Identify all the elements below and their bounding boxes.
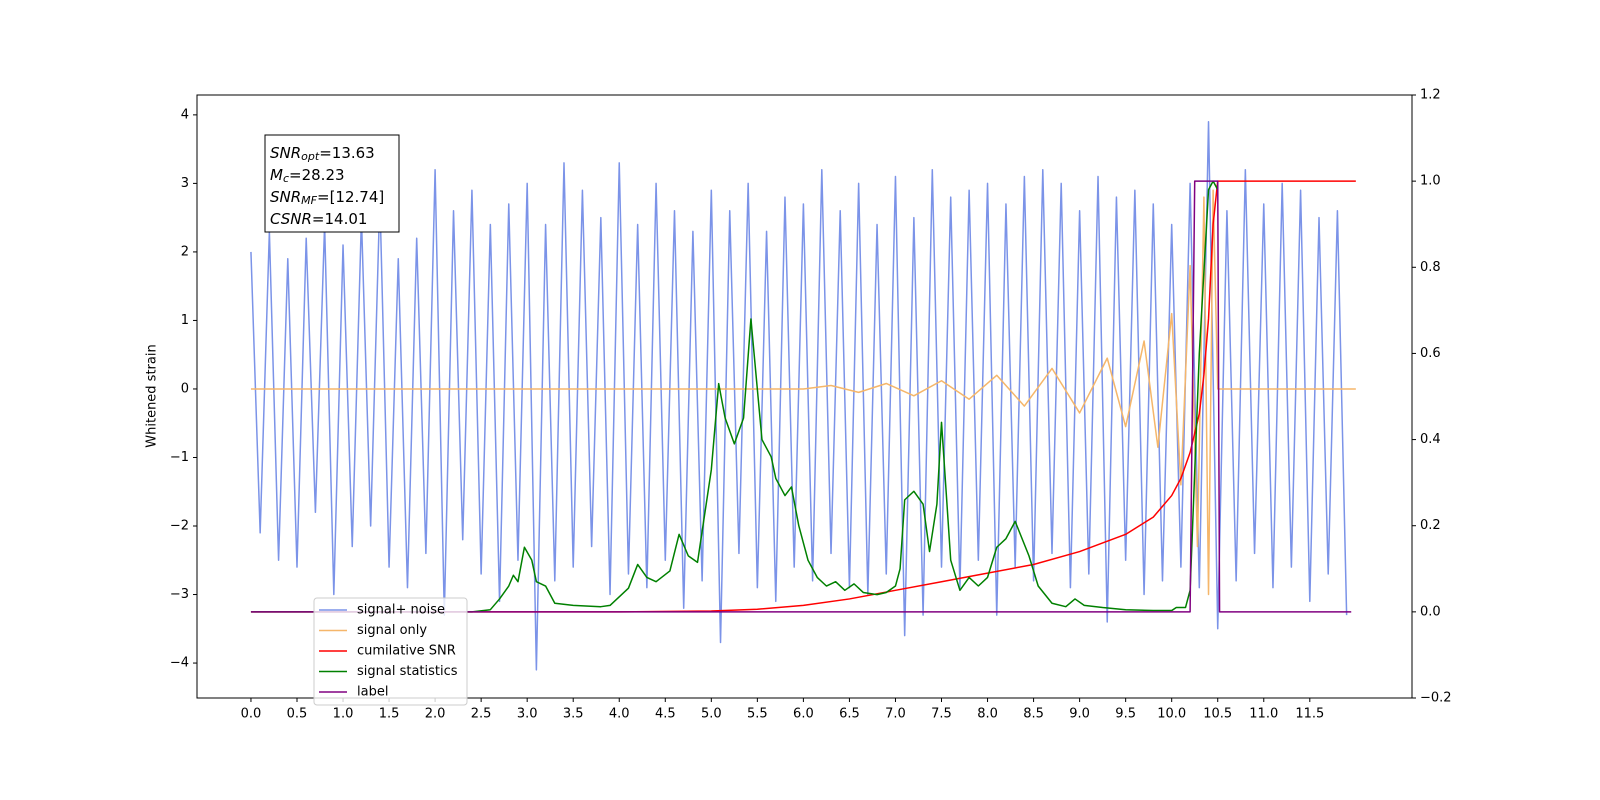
series-line — [250, 180, 1352, 613]
annotation-value: =13.63 — [319, 144, 375, 162]
x-tick-label: 8.5 — [1023, 707, 1044, 722]
legend-label: label — [357, 685, 388, 700]
y2-tick-label: 0.8 — [1420, 260, 1441, 275]
y2-tick-label: 0.0 — [1420, 604, 1441, 619]
annotation-subscript: opt — [301, 150, 320, 163]
x-tick-label: 2.0 — [425, 707, 446, 722]
x-tick-label: 1.5 — [379, 707, 400, 722]
y2-tick-label: 1.2 — [1420, 88, 1441, 103]
x-tick-label: 4.5 — [655, 707, 676, 722]
y2-tick-label: 0.2 — [1420, 518, 1441, 533]
x-tick-label: 0.5 — [287, 707, 308, 722]
x-tick-label: 4.0 — [609, 707, 630, 722]
y-tick-label: −1 — [170, 450, 189, 465]
y-tick-label: 1 — [181, 313, 189, 328]
series-line — [250, 180, 1356, 613]
x-tick-label: 7.0 — [885, 707, 906, 722]
x-tick-label: 9.0 — [1069, 707, 1090, 722]
y2-tick-label: −0.2 — [1420, 691, 1452, 706]
annotation-box — [264, 134, 400, 233]
annotation-line: SNRMF=[12.74] — [270, 188, 384, 208]
x-tick-label: 3.5 — [563, 707, 584, 722]
annotation-value: =[12.74] — [317, 188, 384, 206]
y-tick-label: −4 — [170, 656, 189, 671]
x-tick-label: 11.5 — [1295, 707, 1324, 722]
y2-tick-label: 1.0 — [1420, 174, 1441, 189]
x-tick-label: 2.5 — [471, 707, 492, 722]
x-tick-label: 6.0 — [793, 707, 814, 722]
legend-label: signal only — [357, 623, 427, 638]
x-tick-label: 6.5 — [839, 707, 860, 722]
annotation-line: SNRopt=13.63 — [270, 144, 375, 164]
y-tick-label: 0 — [181, 381, 189, 396]
y-tick-label: 3 — [181, 176, 189, 191]
x-tick-label: 1.0 — [333, 707, 354, 722]
annotation-subscript: c — [283, 172, 289, 185]
annotation-line: Mc=28.23 — [270, 166, 345, 186]
legend: signal+ noise signal only cumilative SNR si… — [313, 597, 468, 706]
y-axis-label: Whitened strain — [145, 344, 160, 447]
annotation-value: =14.01 — [312, 210, 368, 228]
annotation-line: CSNR=14.01 — [270, 210, 367, 228]
x-tick-label: 7.5 — [931, 707, 952, 722]
x-tick-label: 8.0 — [977, 707, 998, 722]
x-tick-label: 10.0 — [1157, 707, 1186, 722]
plot-frame — [196, 94, 1413, 699]
y-tick-label: 4 — [181, 107, 189, 122]
x-tick-label: 0.0 — [241, 707, 262, 722]
x-tick-label: 5.0 — [701, 707, 722, 722]
annotation-symbol: SNR — [270, 188, 301, 206]
legend-label: signal+ noise — [357, 603, 445, 618]
annotation-symbol: SNR — [270, 144, 301, 162]
annotation-symbol: M — [270, 166, 283, 184]
series-line — [250, 180, 1219, 613]
annotation-value: =28.23 — [289, 166, 345, 184]
annotation-subscript: MF — [301, 194, 317, 207]
y2-tick-label: 0.6 — [1420, 346, 1441, 361]
legend-box — [313, 597, 468, 706]
annotation: SNRopt=13.63Mc=28.23SNRMF=[12.74]CSNR=14… — [264, 134, 400, 233]
y2-tick-label: 0.4 — [1420, 432, 1441, 447]
legend-label: signal statistics — [357, 664, 458, 679]
x-tick-label: 11.0 — [1249, 707, 1278, 722]
x-tick-label: 3.0 — [517, 707, 538, 722]
y-tick-label: 2 — [181, 244, 189, 259]
x-tick-label: 9.5 — [1115, 707, 1136, 722]
series-line — [250, 120, 1348, 671]
legend-label: cumilative SNR — [357, 644, 456, 659]
series-line — [250, 189, 1356, 596]
x-tick-label: 10.5 — [1203, 707, 1232, 722]
y-tick-label: −3 — [170, 587, 189, 602]
x-tick-label: 5.5 — [747, 707, 768, 722]
y-tick-label: −2 — [170, 519, 189, 534]
annotation-symbol: CSNR — [270, 210, 312, 228]
